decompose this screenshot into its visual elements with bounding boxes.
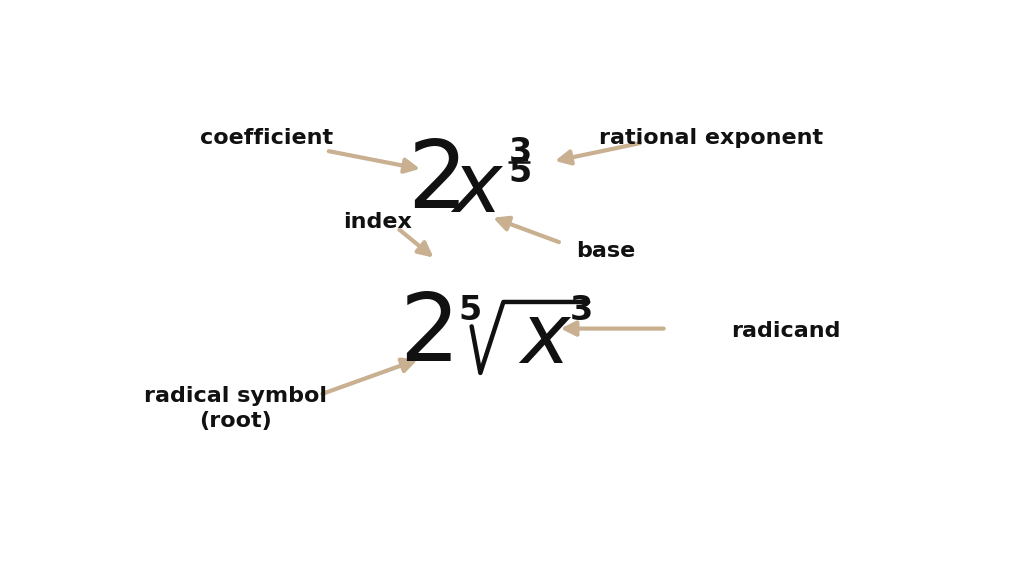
Text: $2$: $2$ [399,290,452,380]
Text: $2$: $2$ [408,137,460,227]
Text: radicand: radicand [731,321,841,341]
Text: coefficient: coefficient [201,128,334,148]
Text: index: index [343,212,413,232]
Text: base: base [577,241,636,261]
Text: radical symbol
(root): radical symbol (root) [143,386,327,431]
Text: $x$: $x$ [451,149,504,229]
Text: $\bf{5}$: $\bf{5}$ [508,156,530,189]
Text: rational exponent: rational exponent [599,128,823,148]
Text: $\mathbf{3}$: $\mathbf{3}$ [569,294,592,327]
Text: $x$: $x$ [517,300,571,380]
Text: $\bf{3}$: $\bf{3}$ [508,135,530,169]
Text: $\mathbf{5}$: $\mathbf{5}$ [458,294,480,327]
